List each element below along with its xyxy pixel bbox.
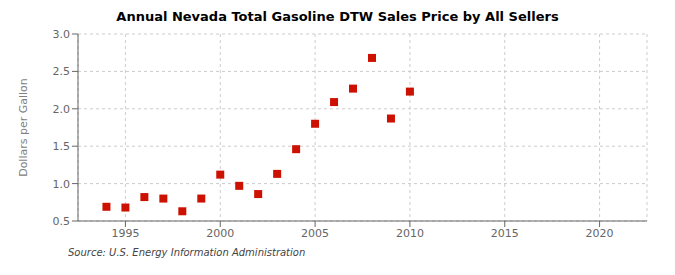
svg-text:1.5: 1.5	[53, 140, 71, 153]
svg-text:2010: 2010	[396, 227, 424, 240]
html-text:Annual Nevada Total Gasoline D: Annual Nevada Total Gasoline DTW Sales P…	[116, 9, 559, 24]
html-text:Source: U.S. Energy Informatio: Source: U.S. Energy Information Administ…	[68, 247, 306, 258]
svg-text:2005: 2005	[301, 227, 329, 240]
svg-text:2.5: 2.5	[53, 65, 71, 78]
svg-text:2015: 2015	[491, 227, 519, 240]
svg-text:1.0: 1.0	[53, 178, 71, 191]
svg-text:3.0: 3.0	[53, 28, 71, 41]
svg-text:2000: 2000	[206, 227, 234, 240]
svg-text:2.0: 2.0	[53, 103, 71, 116]
svg-text:1995: 1995	[111, 227, 139, 240]
svg-text:Dollars per Gallon: Dollars per Gallon	[17, 78, 30, 177]
svg-text:0.5: 0.5	[53, 215, 71, 228]
svg-text:2020: 2020	[586, 227, 614, 240]
